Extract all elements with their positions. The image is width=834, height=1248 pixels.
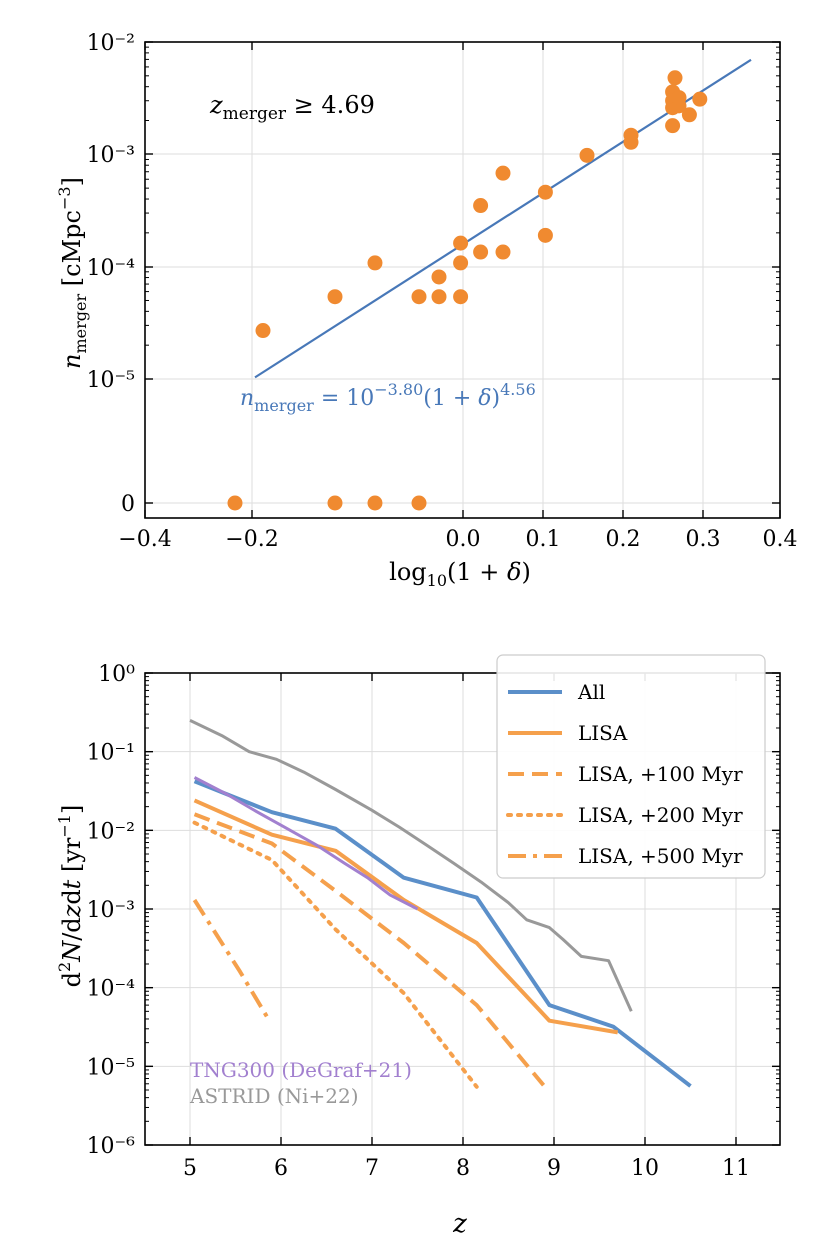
- legend-label-1: LISA: [578, 721, 628, 745]
- scatter-point: [537, 184, 553, 200]
- scatter-point: [579, 147, 595, 163]
- scatter-point: [431, 289, 447, 305]
- rate-lines: [189, 719, 692, 1089]
- rate-x-tick-label: 9: [547, 1156, 561, 1181]
- series-line-lisa-500-myr: [192, 898, 270, 1019]
- rate-y-tick-label: 10⁻³: [87, 898, 135, 923]
- scatter-points: [227, 70, 708, 511]
- scatter-point: [537, 227, 553, 243]
- scatter-y-axis-label: nmerger [cMpc−3]: [55, 177, 90, 369]
- legend-label-4: LISA, +500 Myr: [578, 844, 743, 868]
- rate-y-tick-label: 10⁻²: [87, 819, 135, 844]
- scatter-x-tick-label: 0.1: [526, 527, 561, 552]
- scatter-point: [453, 235, 469, 251]
- tng300-annotation: TNG300 (DeGraf+21): [190, 1058, 412, 1082]
- scatter-x-axis-label: log10(1 + δ): [389, 558, 531, 590]
- scatter-point: [367, 255, 383, 271]
- scatter-zero-point: [227, 495, 243, 511]
- scatter-point: [671, 90, 687, 106]
- series-line-all: [193, 779, 692, 1088]
- scatter-y-tick-label: 10⁻²: [87, 31, 135, 56]
- series-line-lisa: [193, 798, 619, 1035]
- scatter-zero-point: [327, 495, 343, 511]
- scatter-point: [431, 269, 447, 285]
- series-line-lisa-200-myr: [192, 820, 479, 1089]
- scatter-y-tick-label: 0: [121, 492, 135, 517]
- scatter-ticks: [144, 41, 781, 518]
- rate-y-tick-label: 10⁻⁵: [87, 1055, 135, 1080]
- rate-x-tick-label: 11: [722, 1156, 750, 1181]
- legend-items: All LISA LISA, +100 Myr LISA, +200 Myr LISA,…: [506, 680, 743, 868]
- rate-x-axis-label: z: [452, 1209, 467, 1239]
- scatter-point: [495, 165, 511, 181]
- scatter-x-tick-label: 0.4: [763, 527, 798, 552]
- scatter-x-tick-labels: −0.4 −0.2 0.0 0.1 0.2 0.3 0.4: [118, 527, 797, 552]
- fit-equation-label: nmerger = 10−3.80(1 + δ)4.56: [240, 380, 536, 415]
- scatter-point: [255, 323, 271, 339]
- rate-y-tick-label: 10⁻⁴: [87, 977, 136, 1002]
- rate-y-tick-label: 10⁻¹: [87, 741, 135, 766]
- rate-x-tick-label: 7: [365, 1156, 379, 1181]
- scatter-x-tick-label: 0.3: [686, 527, 721, 552]
- scatter-point: [453, 289, 469, 305]
- series-line-tng300-degraf-21: [193, 776, 419, 911]
- scatter-x-tick-label: −0.4: [118, 527, 171, 552]
- scatter-point: [453, 255, 469, 271]
- scatter-panel: −0.4 −0.2 0.0 0.1 0.2 0.3 0.4 10⁻² 10⁻³ 10⁻⁴ 10⁻⁵…: [55, 31, 798, 590]
- rate-y-tick-label: 10⁰: [98, 662, 135, 687]
- series-line-astrid-ni-22: [189, 719, 633, 1012]
- scatter-y-tick-labels: 10⁻² 10⁻³ 10⁻⁴ 10⁻⁵ 0: [87, 31, 136, 517]
- rate-y-tick-label: 10⁻⁶: [87, 1134, 136, 1159]
- scatter-x-tick-label: 0.0: [446, 527, 481, 552]
- scatter-point: [681, 107, 697, 123]
- scatter-point: [473, 244, 489, 260]
- scatter-point: [473, 198, 489, 214]
- legend-box: [496, 654, 766, 879]
- scatter-point: [667, 70, 683, 86]
- series-line-lisa-100-myr: [193, 812, 547, 1089]
- scatter-point: [327, 289, 343, 305]
- scatter-zero-point: [367, 495, 383, 511]
- scatter-point: [411, 289, 427, 305]
- scatter-y-tick-label: 10⁻⁴: [87, 256, 136, 281]
- scatter-zero-point: [411, 495, 427, 511]
- scatter-x-tick-label: −0.2: [225, 527, 278, 552]
- rate-x-tick-label: 6: [274, 1156, 288, 1181]
- legend-label-3: LISA, +200 Myr: [578, 803, 743, 827]
- rate-x-tick-label: 5: [183, 1156, 197, 1181]
- legend: All LISA LISA, +100 Myr LISA, +200 Myr LISA,…: [496, 654, 766, 879]
- rate-y-tick-labels: 10⁰ 10⁻¹ 10⁻² 10⁻³ 10⁻⁴ 10⁻⁵ 10⁻⁶: [87, 662, 136, 1159]
- rate-x-tick-label: 8: [456, 1156, 470, 1181]
- scatter-grid: [144, 41, 781, 518]
- scatter-y-tick-label: 10⁻⁵: [87, 368, 135, 393]
- merger-redshift-annotation: zmerger ≥ 4.69: [209, 91, 375, 124]
- legend-label-0: All: [577, 680, 605, 704]
- scatter-x-tick-label: 0.2: [606, 527, 641, 552]
- scatter-point: [665, 118, 681, 134]
- legend-label-2: LISA, +100 Myr: [578, 762, 743, 786]
- scatter-point: [495, 244, 511, 260]
- rate-x-tick-labels: 5 6 7 8 9 10 11: [183, 1156, 750, 1181]
- scatter-point: [692, 91, 708, 107]
- astrid-annotation: ASTRID (Ni+22): [189, 1084, 359, 1108]
- rate-y-axis-label: d2N/dzdt [yr−1]: [55, 805, 86, 988]
- scatter-point: [623, 127, 639, 143]
- scatter-y-tick-label: 10⁻³: [87, 143, 135, 168]
- rate-ticks: [145, 672, 780, 1146]
- rate-x-tick-label: 10: [631, 1156, 659, 1181]
